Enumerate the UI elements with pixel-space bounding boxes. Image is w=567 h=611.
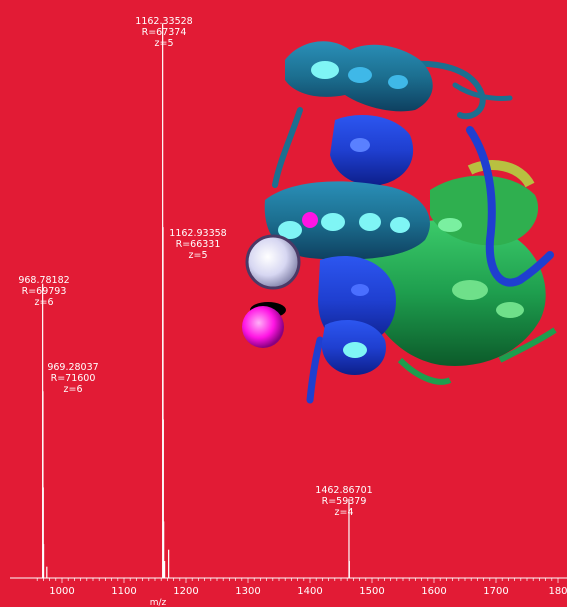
spectrum-plot: 1000 1100 1200 1300 1400 1500 1600 1700 180 1162…	[10, 16, 567, 608]
peak-resolution-label: R=71600	[51, 373, 96, 384]
peak-resolution-label: R=67374	[142, 27, 187, 38]
x-tick-label: 1000	[49, 586, 74, 597]
peaks	[42, 23, 350, 578]
peak-charge-label: z=6	[35, 297, 54, 308]
x-tick-label: 180	[548, 586, 567, 597]
x-tick-label: 1400	[297, 586, 322, 597]
x-axis: 1000 1100 1200 1300 1400 1500 1600 1700 180	[10, 577, 567, 597]
magenta-sphere	[242, 306, 284, 348]
x-tick-label: 1100	[111, 586, 136, 597]
x-tick-label: 1300	[235, 586, 260, 597]
x-axis-label: m/z	[150, 598, 167, 607]
peak-resolution-label: R=66331	[176, 239, 221, 250]
peak-annotations: 1162.33528R=67374z=51162.93358R=66331z=5…	[18, 16, 372, 518]
x-tick-label: 1600	[421, 586, 446, 597]
peak-mz-label: 968.78182	[18, 275, 69, 286]
loops	[272, 60, 554, 404]
x-tick-label: 1500	[359, 586, 384, 597]
peak-charge-label: z=5	[189, 250, 208, 261]
white-sphere	[245, 234, 301, 290]
peak-mz-label: 969.28037	[47, 362, 98, 373]
peak-resolution-label: R=59379	[322, 496, 367, 507]
peak-charge-label: z=6	[64, 384, 83, 395]
small-magenta-sphere	[302, 212, 318, 228]
ion-spheres	[242, 212, 318, 348]
peak-mz-label: 1462.86701	[315, 485, 372, 496]
peak-charge-label: z=5	[155, 38, 174, 49]
x-tick-label: 1700	[483, 586, 508, 597]
protein-structure-illustration	[242, 41, 557, 404]
green-domain	[360, 160, 557, 385]
peak-mz-label: 1162.33528	[135, 16, 192, 27]
peak-resolution-label: R=69793	[22, 286, 67, 297]
peak-mz-label: 1162.93358	[169, 228, 226, 239]
peak-charge-label: z=4	[335, 507, 354, 518]
blue-helices	[264, 41, 433, 375]
x-tick-label: 1200	[173, 586, 198, 597]
